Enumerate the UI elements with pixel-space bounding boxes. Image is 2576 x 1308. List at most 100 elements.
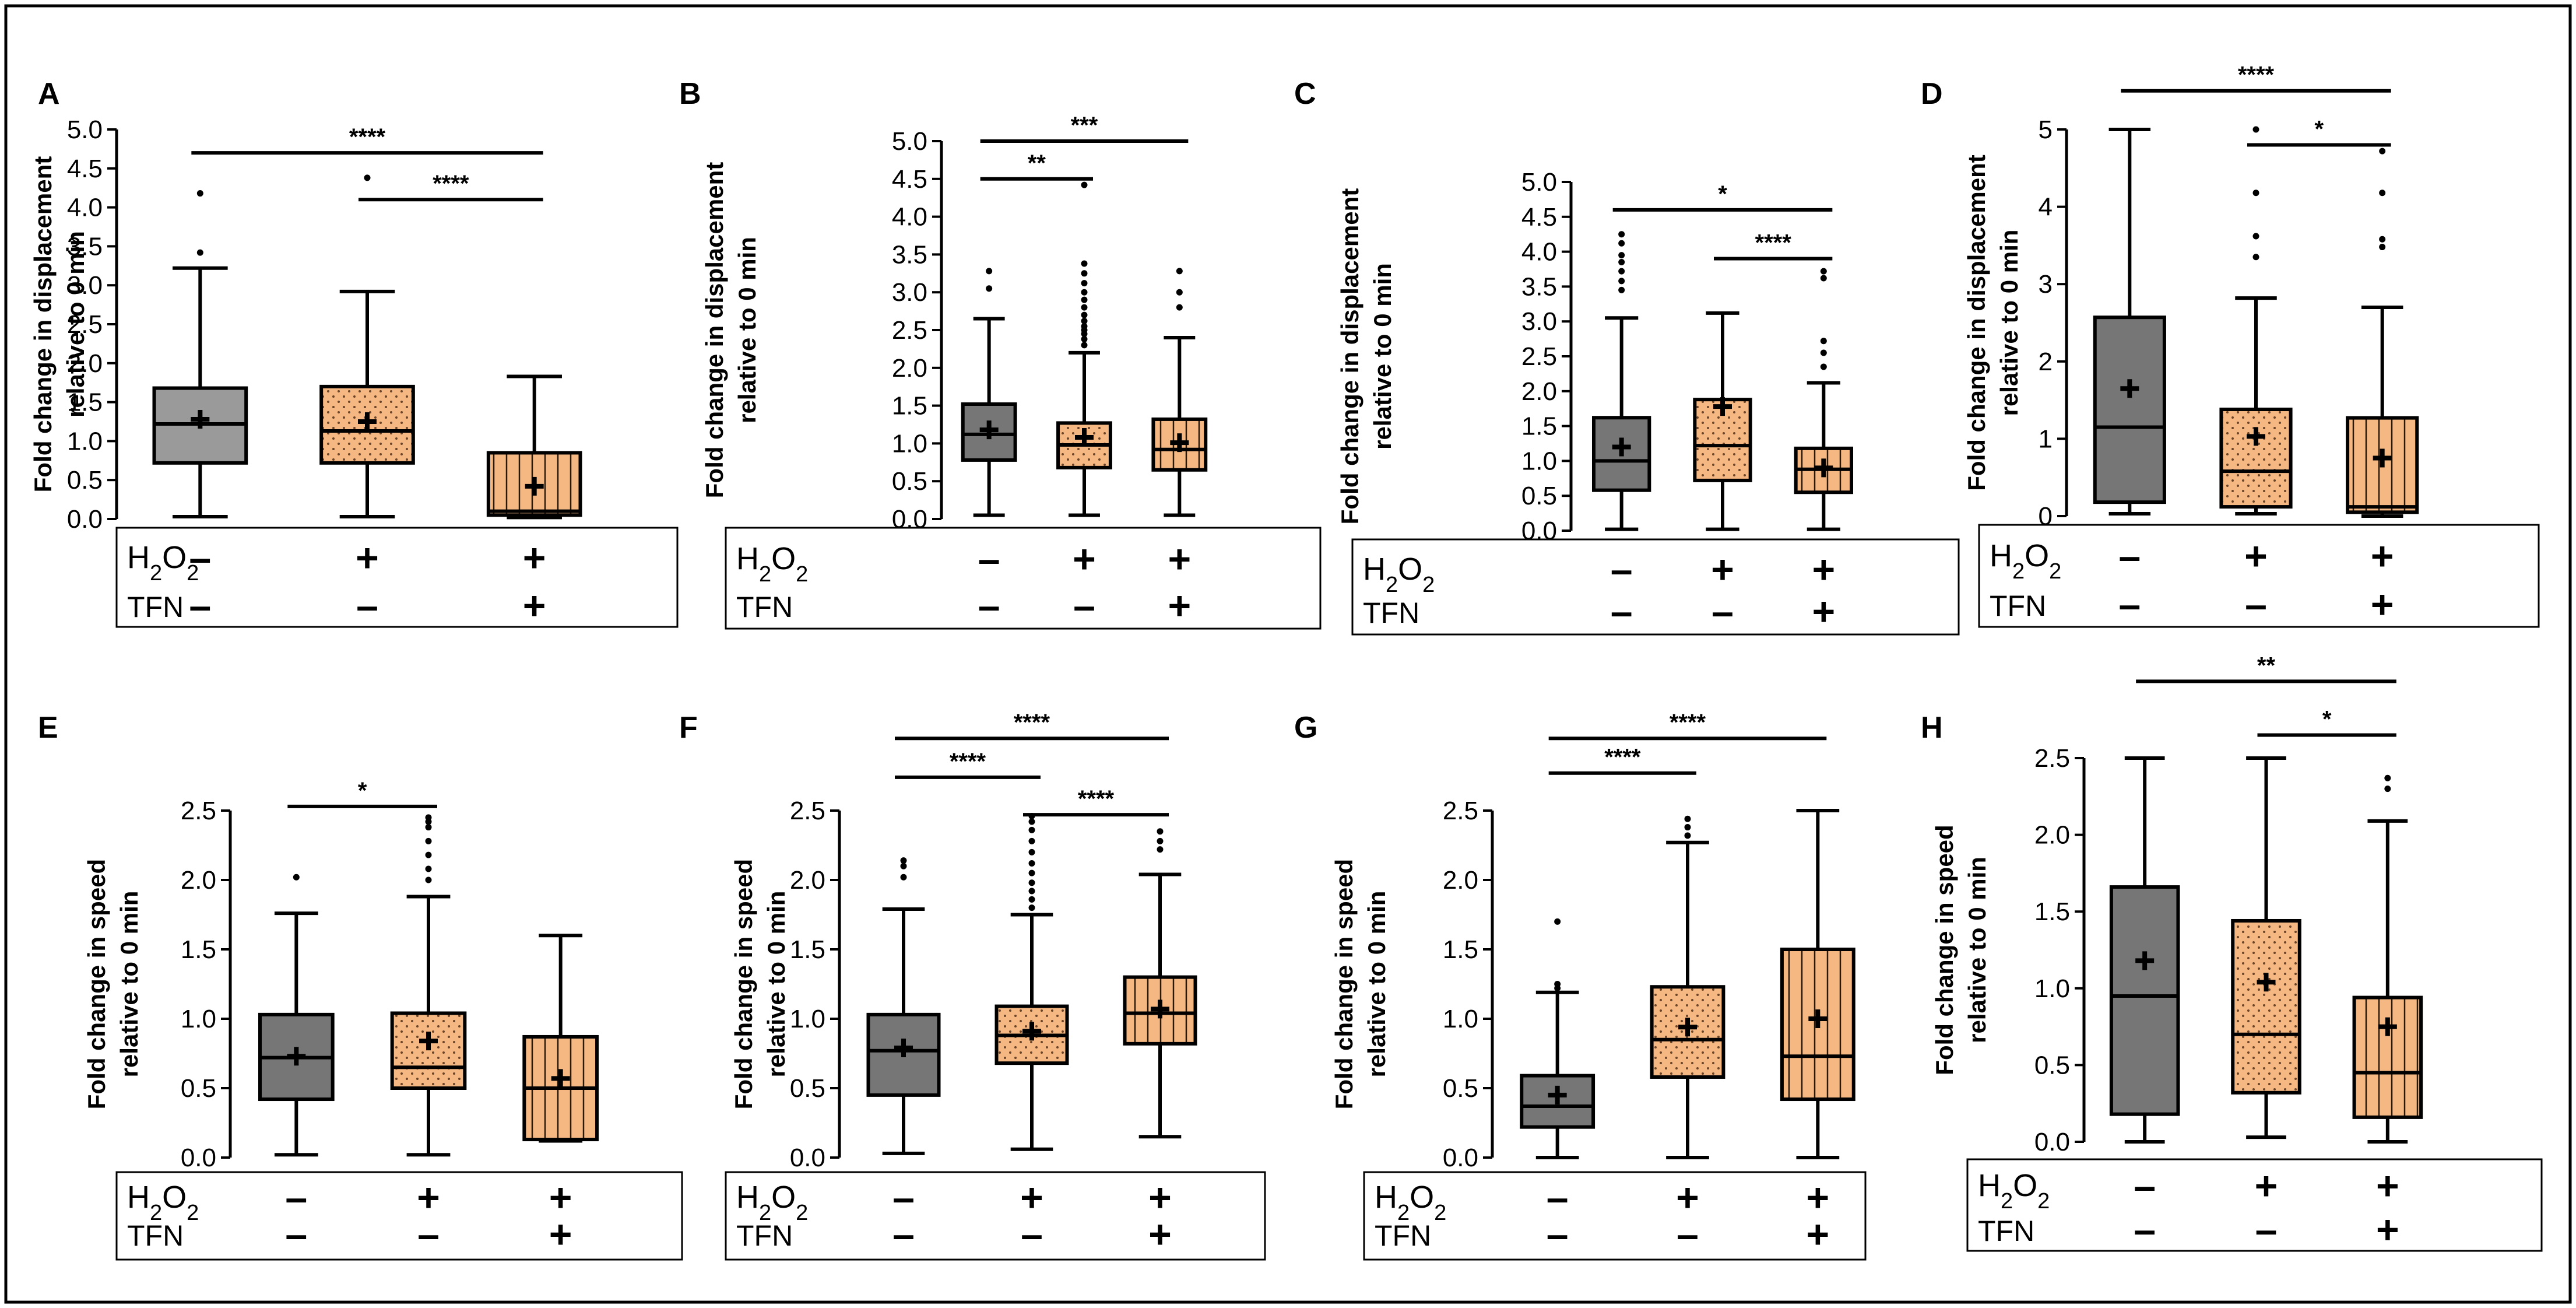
significance-label: **** [2238, 62, 2275, 88]
box-group [1123, 828, 1197, 1139]
outlier-point [1081, 342, 1088, 349]
condition-symbol: – [285, 1212, 307, 1257]
outlier-point [2252, 126, 2259, 133]
y-tick-label: 1.5 [2034, 897, 2070, 926]
outlier-point [1554, 918, 1561, 925]
y-tick-label: 1.0 [790, 1005, 825, 1033]
y-tick-label: 2.0 [892, 354, 927, 383]
y-tick-label: 2.5 [67, 310, 103, 339]
outlier-point [900, 857, 907, 864]
condition-symbol: + [523, 584, 546, 628]
significance-label: * [2315, 117, 2324, 142]
panel-c: C Fold change in displacement relative to … [1294, 77, 1960, 636]
box-group [866, 857, 941, 1155]
y-tick-label: 0.0 [2034, 1128, 2070, 1156]
condition-symbol: + [1168, 584, 1191, 628]
box-group [486, 374, 582, 520]
condition-symbol: – [1611, 590, 1633, 634]
y-tick-label: 2.0 [181, 866, 216, 895]
y-tick-label: 0.5 [181, 1074, 216, 1103]
panel-g: G Fold change in speed relative to 0 min 0.… [1294, 710, 1867, 1261]
outlier-point [1618, 268, 1625, 275]
outlier-point [1618, 259, 1625, 266]
y-tick-label: 1.5 [790, 935, 825, 964]
box [2231, 918, 2301, 1095]
panel-b: B Fold change in displacement relative to … [679, 77, 1322, 630]
condition-symbol: + [1676, 1176, 1699, 1220]
y-tick-label: 0.0 [1443, 1144, 1478, 1172]
y-tick-label: 5.0 [67, 115, 103, 144]
condition-symbol: – [189, 536, 211, 580]
outlier-point [425, 814, 432, 821]
row-label-tfn: TFN [736, 591, 793, 623]
y-tick-label: 4.0 [67, 194, 103, 222]
outlier-point [293, 874, 300, 881]
y-tick-label: 2.0 [1443, 866, 1478, 895]
y-axis-label-line: Fold change in speed [1931, 825, 1958, 1075]
y-tick-label: 1.5 [1521, 412, 1557, 441]
y-axis-label-line: relative to 0 min [1963, 857, 1991, 1043]
significance-label: **** [1604, 745, 1641, 770]
y-axis-label: Fold change in speed relative to 0 min [1330, 859, 1390, 1109]
outlier-point [1028, 848, 1035, 855]
outlier-point [1081, 260, 1088, 267]
box-group [2109, 756, 2180, 1144]
condition-symbol: – [1547, 1176, 1569, 1220]
figure-frame [4, 4, 2572, 1304]
y-tick-label: 0.0 [892, 505, 927, 534]
panel-e: E Fold change in speed relative to 0 min 0.… [38, 711, 683, 1261]
outlier-point [1081, 270, 1088, 277]
condition-symbol: + [1020, 1176, 1043, 1220]
condition-symbol: – [2245, 583, 2267, 627]
panel-label: H [1921, 711, 1943, 745]
y-tick-label: 3 [2039, 270, 2053, 299]
condition-table [1966, 1158, 2543, 1252]
box-group [1056, 181, 1112, 517]
y-tick-label: 2.5 [1521, 342, 1557, 371]
row-label-tfn: TFN [127, 1219, 184, 1252]
y-axis-label: Fold change in displacement relative to 0… [1336, 188, 1396, 524]
outlier-point [2252, 190, 2259, 197]
y-axis-label: Fold change in displacement relative to 0… [701, 162, 761, 498]
y-tick-label: 1.0 [892, 429, 927, 458]
outlier-point [1820, 349, 1827, 356]
row-label-tfn: TFN [1375, 1219, 1431, 1252]
condition-symbol: – [2118, 583, 2141, 627]
outlier-point [1176, 289, 1183, 296]
condition-symbol: – [1677, 1212, 1699, 1257]
condition-symbol: – [892, 1176, 915, 1220]
row-label-tfn: TFN [1978, 1215, 2034, 1247]
condition-symbol: – [1611, 548, 1633, 592]
condition-symbol: + [2376, 1208, 2399, 1252]
outlier-point [1618, 252, 1625, 259]
outlier-point [1081, 280, 1088, 287]
y-tick-label: 4.5 [892, 165, 927, 194]
outlier-point [1157, 837, 1164, 844]
box [2093, 315, 2166, 504]
significance-label: * [358, 778, 367, 804]
condition-symbol: – [1547, 1212, 1569, 1257]
significance-label: * [2322, 707, 2332, 732]
outlier-point [1618, 231, 1625, 238]
condition-symbol: + [2371, 534, 2394, 578]
outlier-point [425, 876, 432, 883]
condition-symbol: + [523, 536, 546, 580]
outlier-point [2379, 190, 2386, 197]
box-group [2093, 128, 2166, 516]
outlier-point [2379, 236, 2386, 243]
condition-symbol: – [285, 1176, 307, 1220]
box [2109, 885, 2180, 1116]
outlier-point [1081, 296, 1088, 303]
y-tick-label: 1.0 [1521, 447, 1557, 475]
y-tick-label: 0.0 [67, 505, 103, 534]
y-axis-label-line: relative to 0 min [733, 237, 761, 423]
outlier-point [1684, 815, 1691, 822]
y-tick-label: 3.5 [892, 240, 927, 269]
row-label-tfn: TFN [127, 591, 184, 623]
condition-symbol: – [2118, 534, 2141, 578]
outlier-point [1618, 240, 1625, 247]
outlier-point [1028, 818, 1035, 825]
outlier-point [425, 851, 432, 858]
y-axis-label-line: relative to 0 min [115, 891, 143, 1078]
outlier-point [1820, 268, 1827, 275]
